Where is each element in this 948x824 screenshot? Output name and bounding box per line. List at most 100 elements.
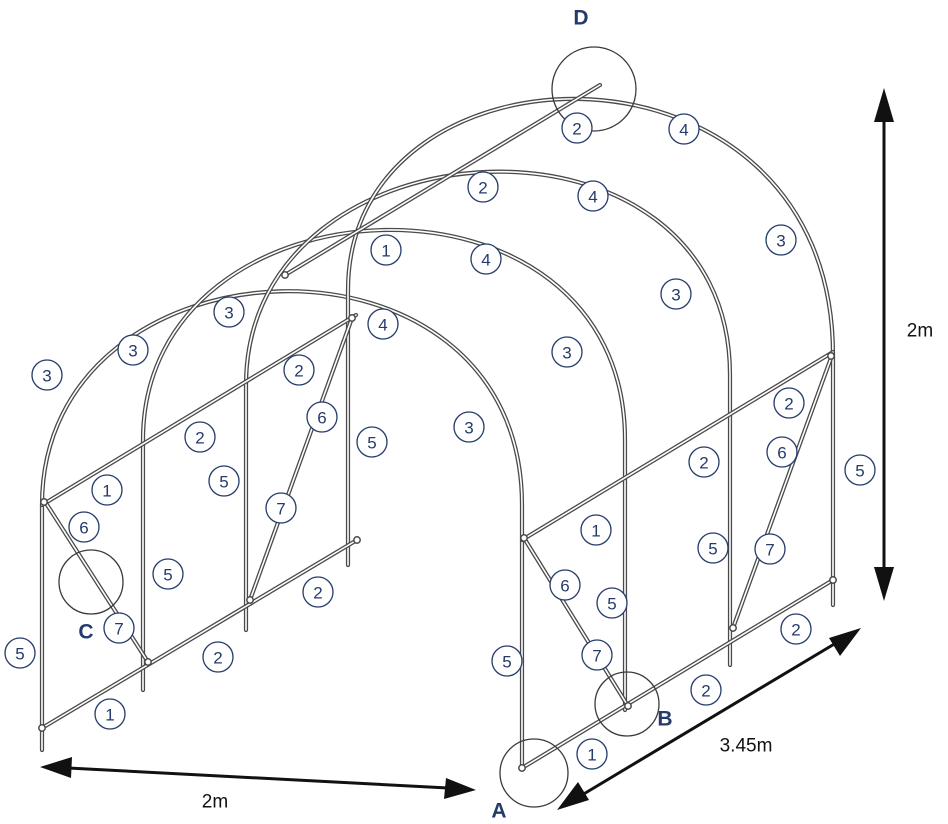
frame-pipes (38, 82, 837, 772)
part-callout-5: 5 (208, 465, 240, 497)
part-callout-number: 2 (699, 454, 708, 473)
part-callout-number: 5 (15, 645, 24, 664)
part-callout-number: 7 (592, 647, 601, 666)
part-callout-number: 4 (588, 188, 597, 207)
part-callout-2: 2 (283, 354, 315, 386)
part-callout-number: 1 (591, 522, 600, 541)
joint (353, 536, 361, 544)
part-callout-3: 3 (31, 359, 63, 391)
width-dimension (40, 757, 476, 799)
part-callout-7: 7 (754, 533, 786, 565)
part-callout-number: 2 (478, 179, 487, 198)
detail-label-d: D (573, 7, 588, 30)
part-callout-number: 6 (317, 409, 326, 428)
pipe-arch-second (140, 227, 628, 713)
pipe-right-front-brace (521, 535, 631, 709)
part-callout-number: 1 (381, 242, 390, 261)
part-callout-number: 3 (224, 304, 233, 323)
detail-label-b: B (657, 708, 672, 731)
part-callout-1: 1 (576, 738, 608, 770)
pipe-left-mid-rail (39, 312, 359, 508)
part-callout-number: 4 (378, 316, 387, 335)
part-callout-7: 7 (265, 492, 297, 524)
part-callout-2: 2 (773, 387, 805, 419)
part-callout-number: 1 (105, 706, 114, 725)
part-callout-number: 2 (313, 584, 322, 603)
part-callout-3: 3 (453, 411, 485, 443)
pipe-left-low-rail (39, 537, 360, 731)
part-callout-2: 2 (302, 576, 334, 608)
part-callout-3: 3 (765, 224, 797, 256)
part-callout-2: 2 (690, 674, 722, 706)
part-callout-number: 5 (607, 595, 616, 614)
part-callout-3: 3 (213, 296, 245, 328)
part-callout-number: 2 (294, 362, 303, 381)
part-callout-number: 2 (572, 120, 581, 139)
part-callout-1: 1 (370, 234, 402, 266)
pipe-right-back-brace (730, 355, 834, 631)
part-callout-1: 1 (580, 514, 612, 546)
detail-ring-c (58, 549, 124, 615)
joint (348, 314, 356, 322)
part-callout-number: 3 (42, 367, 51, 386)
part-callout-2: 2 (202, 641, 234, 673)
part-callout-5: 5 (152, 558, 184, 590)
part-callout-number: 5 (855, 462, 864, 481)
part-callout-3: 3 (551, 336, 583, 368)
pipe-arch-third (243, 169, 733, 668)
part-callout-number: 5 (502, 653, 511, 672)
joint (520, 534, 528, 542)
pipe-left-back-brace (247, 315, 355, 603)
part-callout-7: 7 (103, 612, 135, 644)
length-dimension (557, 628, 861, 810)
detail-label-a: A (491, 800, 506, 823)
joint (624, 702, 632, 710)
part-callout-number: 2 (784, 395, 793, 414)
part-callout-1: 1 (94, 698, 126, 730)
part-callout-number: 3 (776, 232, 785, 251)
part-callout-number: 6 (79, 519, 88, 538)
part-callout-6: 6 (766, 436, 798, 468)
part-callout-number: 3 (671, 286, 680, 305)
joint (827, 352, 835, 360)
part-callout-number: 5 (367, 434, 376, 453)
part-callout-number: 3 (562, 344, 571, 363)
height-dimension-label: 2m (907, 321, 933, 342)
width-dimension-label: 2m (202, 792, 228, 813)
joint (144, 658, 152, 666)
part-callout-number: 6 (560, 577, 569, 596)
part-callout-5: 5 (491, 645, 523, 677)
detail-ring-d (551, 46, 637, 132)
joint (38, 724, 46, 732)
part-callout-3: 3 (660, 278, 692, 310)
part-callout-number: 5 (708, 540, 717, 559)
part-callout-number: 4 (679, 121, 688, 140)
part-callout-number: 3 (128, 342, 137, 361)
pipe-right-mid-rail (519, 349, 836, 543)
part-callout-number: 1 (587, 746, 596, 765)
part-callout-6: 6 (306, 401, 338, 433)
part-callout-5: 5 (4, 637, 36, 669)
part-callout-number: 7 (114, 620, 123, 639)
detail-label-c: C (78, 621, 93, 644)
part-callout-6: 6 (68, 511, 100, 543)
part-callout-5: 5 (356, 426, 388, 458)
part-callout-4: 4 (470, 243, 502, 275)
pipe-ridge-rail (282, 82, 603, 278)
part-callouts: 1 1 1 1 1 2 2 2 2 2 2 2 2 2 2 3 3 3 3 3 3 3 4 4 4 4 5 5 5 5 5 5 5 5 6 6 6 6 7 7… (4, 112, 876, 770)
part-callout-2: 2 (184, 421, 216, 453)
part-callout-5: 5 (697, 532, 729, 564)
part-callout-2: 2 (561, 112, 593, 144)
pipe-arch-front (39, 289, 525, 768)
length-dimension-label: 3.45m (720, 736, 773, 757)
part-callout-6: 6 (549, 569, 581, 601)
detail-ring-a (499, 738, 569, 808)
pipe-arch-back (345, 96, 836, 608)
part-callout-3: 3 (117, 334, 149, 366)
joint (829, 576, 837, 584)
part-callout-number: 5 (163, 566, 172, 585)
part-callout-5: 5 (596, 587, 628, 619)
part-callout-number: 4 (481, 251, 490, 270)
part-callout-number: 2 (701, 682, 710, 701)
